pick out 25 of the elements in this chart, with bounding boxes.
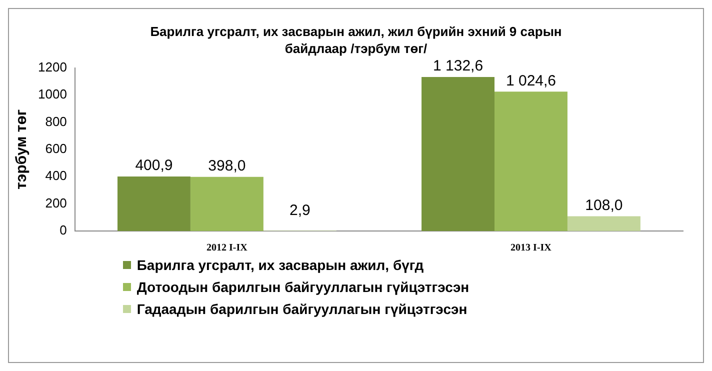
y-tick-label: 0 — [60, 222, 67, 238]
y-tick-label: 800 — [45, 114, 67, 129]
y-tick-label: 200 — [45, 195, 67, 210]
y-tick-label: 1000 — [38, 86, 67, 102]
x-tick-label: 2012 I-IX — [206, 242, 248, 254]
legend-label: Гадаадын барилгын байгууллагын гүйцэтгэсэн — [136, 301, 468, 317]
data-label: 1 024,6 — [506, 72, 556, 90]
data-label: 398,0 — [208, 158, 246, 175]
bar — [190, 176, 264, 231]
legend-label: Барилга угсралт, их засварын ажил, бүгд — [136, 257, 424, 273]
data-label: 1 132,6 — [432, 58, 484, 75]
data-label: 2,9 — [289, 202, 310, 220]
data-label: 108,0 — [585, 196, 623, 214]
bar — [567, 216, 640, 231]
y-axis-title: тэрбум төг — [13, 109, 30, 190]
y-tick-label: 400 — [45, 168, 67, 184]
bar — [494, 92, 568, 231]
y-tick-label: 600 — [45, 140, 67, 156]
bar — [422, 76, 494, 231]
data-label: 400,9 — [135, 157, 173, 174]
chart-title: Барилга угсралт, их засварын ажил, жил бүрийн эхний 9 сарын байдлаар /тэрбум төг/ — [149, 23, 563, 57]
bar — [117, 176, 190, 231]
x-tick-label: 2013 I-IX — [510, 242, 552, 254]
legend-label: Дотоодын барилгын байгууллагын гүйцэтгэсэн — [136, 279, 470, 295]
y-tick-label: 1200 — [38, 59, 67, 74]
